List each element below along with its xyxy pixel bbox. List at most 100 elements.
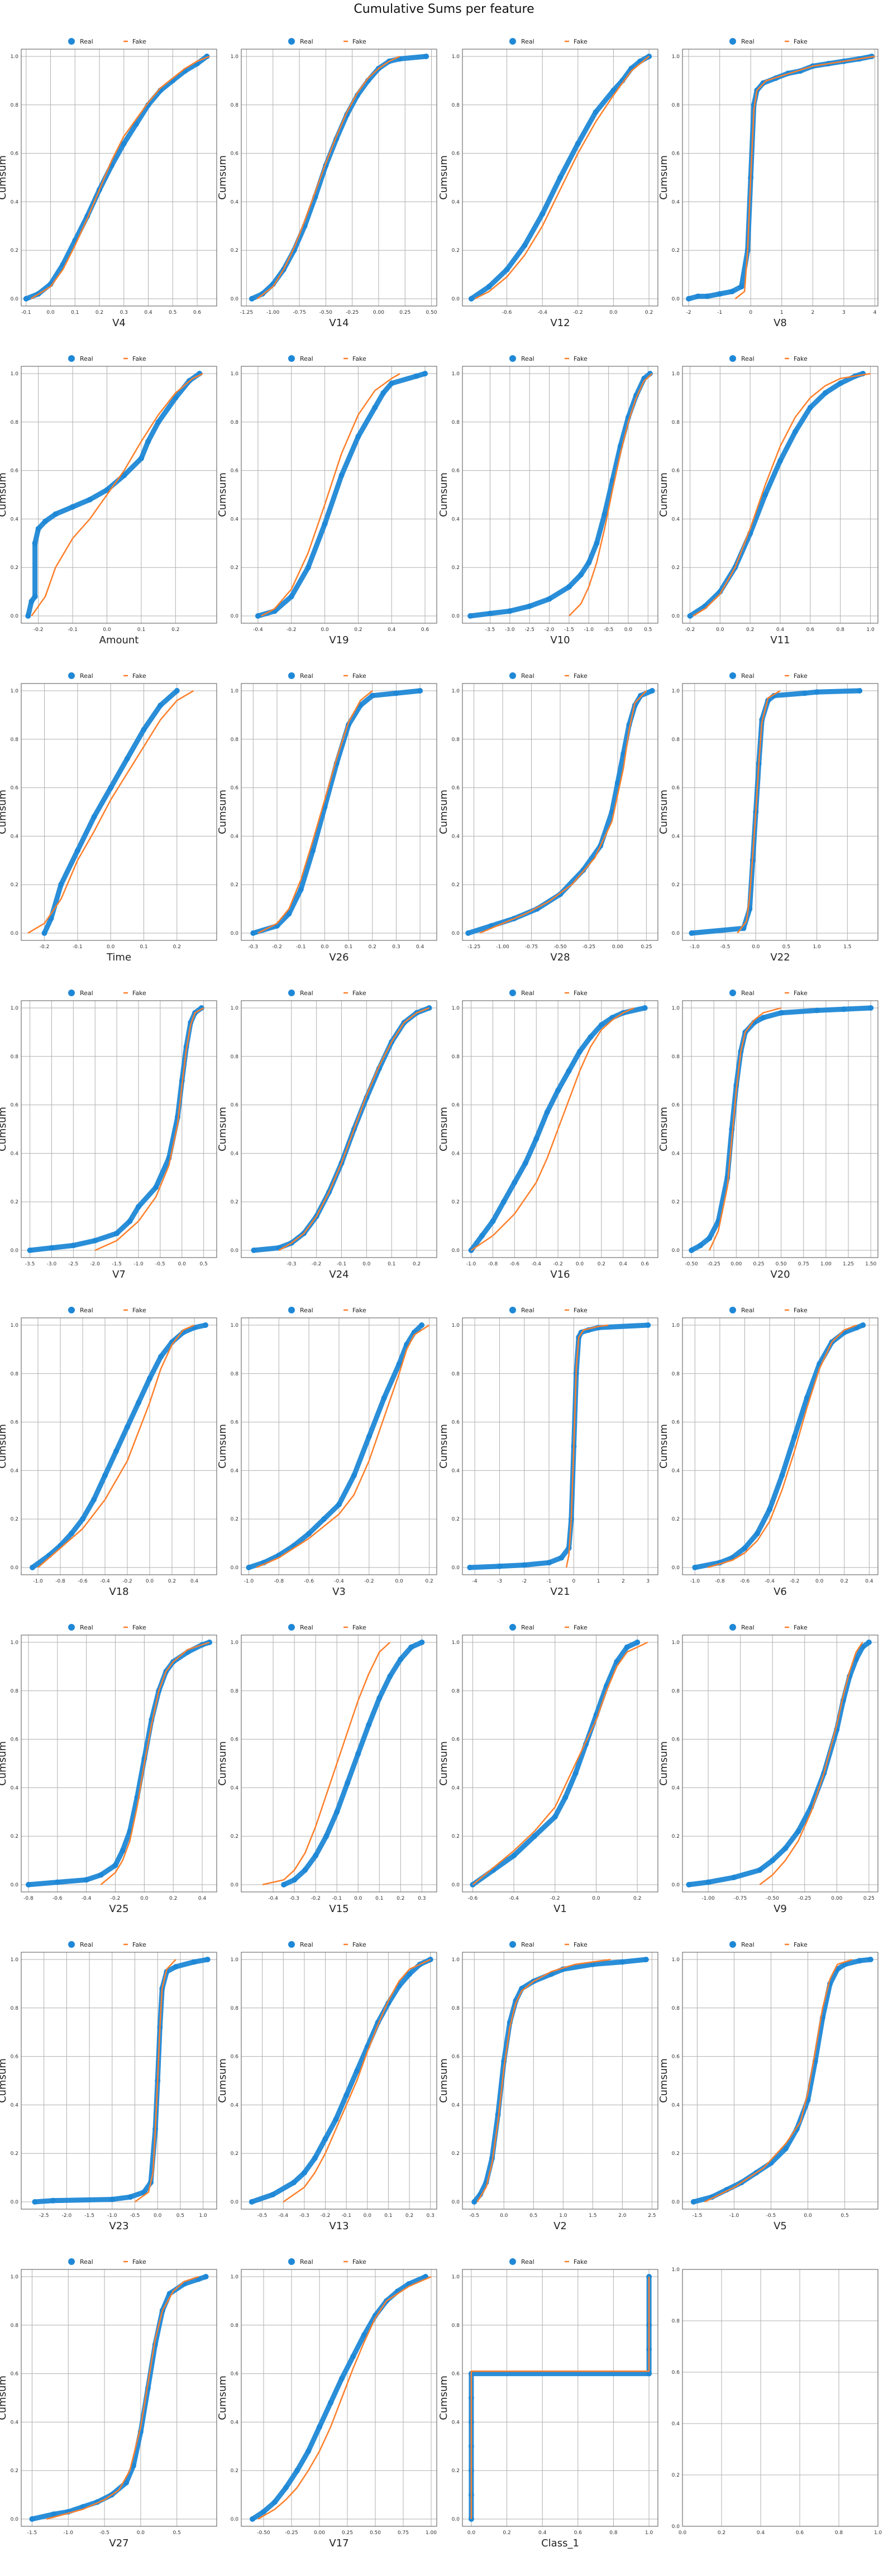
y-tick-label: 0.8 — [672, 1371, 680, 1377]
plot-frame — [21, 1635, 217, 1892]
fake-series-line — [46, 2276, 199, 2520]
y-axis-label: Cumsum — [217, 2376, 228, 2420]
y-tick-label: 0.2 — [672, 565, 680, 571]
subplot-v8: -2 -1 0 1 2 3 4 0.0 0.2 0.4 0.6 0.8 1.0 V8 Cumsum Real F… — [658, 38, 879, 329]
y-axis-label: Cumsum — [438, 1424, 450, 1469]
fake-series-line — [704, 1958, 853, 2203]
x-tick-label: 0.6 — [796, 2530, 804, 2536]
legend-fake-label: Fake — [132, 1941, 146, 1948]
real-point — [706, 1235, 713, 1241]
real-point — [203, 1322, 208, 1328]
real-point — [754, 1531, 760, 1537]
x-tick-label: -0.4 — [765, 1579, 775, 1584]
y-tick-label: 0.2 — [231, 565, 238, 571]
y-tick-label: 0.6 — [672, 1103, 680, 1108]
x-tick-label: -2.5 — [524, 627, 534, 633]
x-tick-label: 0.2 — [171, 627, 179, 633]
real-point — [777, 458, 783, 464]
y-tick-label: 0.2 — [11, 2151, 18, 2157]
x-tick-label: -0.2 — [311, 1896, 321, 1901]
y-tick-label: 0.2 — [231, 1834, 238, 1839]
legend-fake-label: Fake — [574, 1941, 588, 1948]
x-tick-label: 0.25 — [342, 2530, 353, 2536]
x-axis-label: Class_1 — [541, 2537, 579, 2549]
plot-area — [682, 1318, 878, 1575]
plot-area — [241, 366, 437, 623]
real-point — [102, 1473, 108, 1479]
y-tick-label: 0.2 — [231, 882, 238, 888]
real-point — [507, 608, 513, 614]
plot-frame — [682, 683, 879, 941]
y-tick-label: 0.8 — [452, 2006, 460, 2011]
x-axis-label: V14 — [329, 317, 348, 329]
y-tick-label: 1.0 — [11, 1957, 19, 1963]
legend-real-marker — [509, 1624, 516, 1631]
x-axis-label: V4 — [112, 317, 126, 329]
legend-real-label: Real — [521, 38, 534, 45]
y-tick-label: 1.0 — [11, 1640, 19, 1646]
fake-series-line — [27, 690, 194, 934]
real-point — [109, 2196, 115, 2202]
legend-fake-label: Fake — [794, 1307, 808, 1314]
y-axis-label: Cumsum — [438, 790, 450, 834]
x-tick-label: -1.0 — [690, 1579, 700, 1584]
x-tick-label: 0.0 — [500, 2213, 508, 2219]
y-tick-label: 0.6 — [231, 469, 239, 474]
y-tick-label: 0.8 — [672, 1054, 680, 1060]
legend: Real Fake — [729, 1941, 808, 1948]
y-tick-label: 0.2 — [231, 2151, 238, 2157]
x-tick-label: -0.5 — [130, 2213, 140, 2219]
real-point — [822, 390, 828, 396]
legend-fake-label: Fake — [352, 1307, 366, 1314]
real-point — [417, 688, 423, 694]
x-tick-label: -0.4 — [82, 1896, 92, 1901]
real-point — [250, 930, 256, 936]
real-point — [174, 688, 180, 694]
legend: Real Fake — [288, 355, 366, 362]
real-point — [69, 1531, 74, 1537]
x-tick-label: -0.75 — [293, 310, 305, 316]
legend: Real Fake — [68, 1307, 146, 1314]
real-point — [121, 472, 127, 479]
real-point — [155, 419, 161, 425]
x-tick-label: -0.1 — [21, 310, 31, 316]
subplot-v7: -3.5 -3.0 -2.5 -2.0 -1.5 -1.0 -0.5 0.0 0.5 0.0 0.2… — [0, 990, 217, 1280]
legend-fake-label: Fake — [132, 990, 146, 997]
legend-fake-label: Fake — [794, 1941, 808, 1948]
x-tick-label: 0.4 — [619, 1261, 628, 1267]
subplot-v18: -1.0 -0.8 -0.6 -0.4 -0.2 0.0 0.2 0.4 0.0 0.2 0.4 0.… — [0, 1307, 217, 1598]
y-tick-label: 1.0 — [231, 2274, 239, 2280]
real-point — [698, 1242, 704, 1249]
real-point — [141, 727, 147, 733]
real-point — [372, 404, 378, 410]
real-point — [270, 2192, 276, 2197]
real-point — [770, 1857, 776, 1863]
x-tick-label: 3 — [842, 310, 846, 316]
y-tick-label: 0.2 — [452, 565, 460, 571]
real-point — [158, 1354, 164, 1360]
x-tick-label: -0.4 — [100, 1579, 110, 1584]
real-point — [272, 2499, 278, 2505]
legend-real-marker — [729, 1624, 736, 1631]
subplot-v21: -4 -3 -2 -1 0 1 2 3 0.0 0.2 0.4 0.6 0.8 1.0 V21 Cumsum R… — [438, 1307, 658, 1598]
real-point — [52, 511, 59, 517]
y-tick-label: 1.0 — [672, 1006, 680, 1011]
y-tick-label: 0.8 — [231, 103, 239, 108]
plot-frame — [682, 49, 879, 307]
x-tick-label: 0.2 — [354, 627, 362, 633]
x-tick-label: 0.5 — [173, 2530, 181, 2536]
legend-real-label: Real — [521, 1941, 534, 1948]
legend: Real Fake — [288, 1941, 366, 1948]
plot-frame — [21, 683, 217, 941]
x-tick-label: -1.25 — [467, 944, 480, 950]
legend-fake-label: Fake — [574, 1624, 588, 1631]
y-tick-label: 0.4 — [452, 834, 460, 839]
legend: Real Fake — [509, 1624, 588, 1631]
real-point — [792, 429, 798, 435]
legend: Real Fake — [288, 2258, 366, 2266]
y-tick-label: 0.2 — [452, 2151, 460, 2157]
x-tick-label: -0.25 — [346, 310, 359, 316]
real-point — [23, 296, 29, 302]
legend-real-label: Real — [300, 1624, 313, 1631]
x-tick-label: 0.6 — [574, 2530, 583, 2536]
